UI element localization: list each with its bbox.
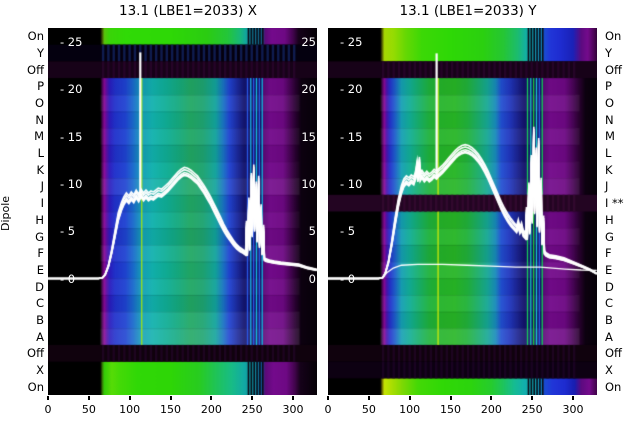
row-label-right: On xyxy=(605,29,622,44)
x-tick-label: 200 xyxy=(200,403,222,416)
heatmap-panel-x xyxy=(48,28,317,395)
row-label-left: B xyxy=(36,312,44,327)
x-tick-mark xyxy=(449,396,452,400)
row-label-left: Off xyxy=(27,346,44,361)
row-label-left: M xyxy=(34,129,44,144)
x-tick-label: 250 xyxy=(521,403,543,416)
x-tick-mark xyxy=(367,396,370,400)
row-label-left: G xyxy=(35,229,44,244)
row-label-right: M xyxy=(605,129,615,144)
overlay-tick-left-panel-y: - 20 xyxy=(340,82,363,97)
overlay-tick-left-panel-x: - 10 xyxy=(60,176,83,191)
row-label-left: F xyxy=(37,246,44,261)
overlay-tick-left-panel-x: - 5 xyxy=(60,224,76,239)
row-label-left: P xyxy=(37,79,44,94)
row-label-right: A xyxy=(605,329,613,344)
x-tick-mark xyxy=(128,396,131,400)
row-label-right: K xyxy=(605,162,613,177)
x-tick-mark xyxy=(87,396,90,400)
row-label-right: F xyxy=(605,246,612,261)
panel-y-title: 13.1 (LBE1=2033) Y xyxy=(399,3,537,19)
x-tick-mark xyxy=(327,396,329,400)
x-tick-mark xyxy=(169,396,172,400)
row-label-left: I xyxy=(40,196,44,211)
row-label-left: C xyxy=(35,296,44,311)
x-tick-mark xyxy=(292,396,294,400)
overlay-tick-left-panel-x: - 0 xyxy=(60,271,76,286)
panel-x-title: 13.1 (LBE1=2033) X xyxy=(119,3,257,19)
x-tick-label: 300 xyxy=(282,403,304,416)
row-label-right: G xyxy=(605,229,614,244)
row-label-right: C xyxy=(605,296,614,311)
overlay-tick-left-panel-y: - 5 xyxy=(340,224,356,239)
x-tick-mark xyxy=(47,396,49,400)
x-tick-label: 100 xyxy=(119,403,141,416)
overlay-tick-right-panel-x: 20 xyxy=(301,82,316,97)
row-label-right: E xyxy=(605,262,613,277)
overlay-tick-right-panel-x: 5 xyxy=(308,224,316,239)
row-label-right: Y xyxy=(605,46,613,61)
x-tick-label: 0 xyxy=(44,403,52,416)
row-label-left: E xyxy=(36,262,44,277)
row-label-right: X xyxy=(605,362,613,377)
row-label-right: L xyxy=(605,146,612,161)
overlay-tick-left-panel-y: - 10 xyxy=(340,176,363,191)
row-label-left: K xyxy=(36,162,44,177)
overlay-tick-right-panel-x: 10 xyxy=(301,176,316,191)
row-label-left: On xyxy=(27,29,44,44)
x-tick-label: 0 xyxy=(324,403,332,416)
x-tick-mark xyxy=(251,396,254,400)
row-label-right: I ** xyxy=(605,196,624,211)
x-tick-mark xyxy=(572,396,574,400)
row-label-left: A xyxy=(36,329,44,344)
row-label-right: D xyxy=(605,279,614,294)
row-label-left: L xyxy=(37,146,44,161)
row-label-right: H xyxy=(605,212,614,227)
x-tick-label: 150 xyxy=(440,403,461,416)
row-label-left: N xyxy=(35,112,44,127)
row-label-left: J xyxy=(40,179,44,194)
row-label-right: Off xyxy=(605,346,622,361)
row-label-left: Off xyxy=(27,62,44,77)
overlay-tick-right-panel-x: 0 xyxy=(308,271,316,286)
x-tick-label: 300 xyxy=(562,403,584,416)
row-label-right: Off xyxy=(605,62,622,77)
row-label-right: O xyxy=(605,96,615,111)
x-tick-label: 50 xyxy=(361,403,376,416)
row-label-right: J xyxy=(605,179,609,194)
row-label-right: On xyxy=(605,379,622,394)
overlay-tick-left-panel-x: - 25 xyxy=(60,35,83,49)
row-label-right: P xyxy=(605,79,612,94)
row-label-left: O xyxy=(34,96,44,111)
row-label-left: H xyxy=(35,212,44,227)
heatmap-panel-y xyxy=(328,28,597,395)
row-label-left: On xyxy=(27,379,44,394)
overlay-tick-right-panel-x: 15 xyxy=(301,129,316,144)
x-tick-label: 100 xyxy=(399,403,421,416)
row-label-left: D xyxy=(35,279,44,294)
overlay-tick-left-panel-y: - 15 xyxy=(340,129,363,144)
row-label-left: Y xyxy=(36,46,44,61)
overlay-tick-right-panel-x: 25 xyxy=(301,35,316,49)
x-tick-mark xyxy=(531,396,534,400)
overlay-tick-left-panel-y: - 0 xyxy=(340,271,356,286)
x-tick-label: 250 xyxy=(241,403,263,416)
row-label-right: N xyxy=(605,112,614,127)
x-tick-mark xyxy=(490,396,493,400)
x-tick-label: 150 xyxy=(160,403,181,416)
row-label-left: X xyxy=(36,362,44,377)
x-tick-mark xyxy=(210,396,213,400)
x-tick-label: 50 xyxy=(81,403,96,416)
overlay-tick-left-panel-y: - 25 xyxy=(340,35,363,49)
row-label-right: B xyxy=(605,312,613,327)
x-tick-label: 200 xyxy=(480,403,502,416)
overlay-tick-left-panel-x: - 20 xyxy=(60,82,83,97)
x-tick-mark xyxy=(408,396,411,400)
overlay-tick-left-panel-x: - 15 xyxy=(60,129,83,144)
